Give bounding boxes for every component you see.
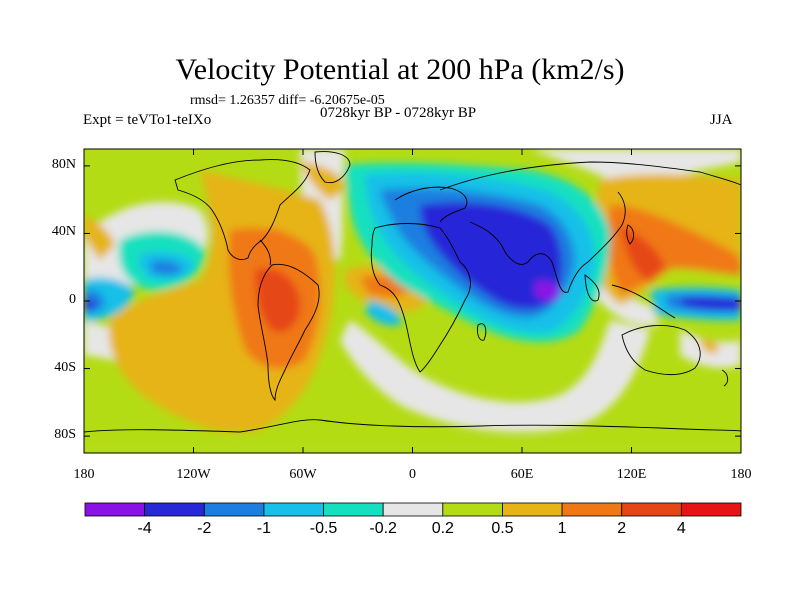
colorbar-label: 0.2 bbox=[431, 520, 454, 537]
x-tick-label: 120W bbox=[176, 467, 211, 482]
y-tick-label: 40N bbox=[51, 224, 76, 240]
colorbar-label: -1 bbox=[256, 520, 272, 537]
axes bbox=[83, 149, 742, 453]
x-tick-label: 60W bbox=[289, 467, 317, 482]
colorbar-label: -0.5 bbox=[309, 520, 338, 537]
colorbar-swatch bbox=[144, 502, 205, 517]
y-tick-label: 80N bbox=[51, 156, 76, 172]
contour-field bbox=[84, 149, 741, 453]
colorbar-swatch bbox=[621, 502, 682, 517]
experiment-label: Expt = teVTo1-teIXo bbox=[83, 112, 212, 128]
colorbar-swatch bbox=[263, 502, 324, 517]
y-tick-label: 80S bbox=[54, 427, 76, 443]
x-tick-label: 120E bbox=[616, 467, 647, 482]
colorbar-label: 2 bbox=[617, 520, 627, 537]
x-tick-label: 0 bbox=[409, 467, 416, 482]
y-tick-label: 0 bbox=[69, 292, 76, 307]
colorbar-label: -2 bbox=[197, 520, 212, 537]
plot-title: Velocity Potential at 200 hPa (km2/s) bbox=[175, 53, 625, 86]
colorbar-label: 1 bbox=[557, 520, 567, 537]
rmsd-diff-stats: rmsd= 1.26357 diff= -6.20675e-05 bbox=[190, 93, 385, 108]
x-tick-label: 60E bbox=[510, 467, 534, 482]
colorbar-swatch bbox=[442, 502, 503, 517]
colorbar-label: -4 bbox=[137, 520, 152, 537]
colorbar-swatch bbox=[84, 502, 146, 517]
colorbar-label: 4 bbox=[676, 520, 686, 537]
x-tick-label: 180 bbox=[73, 467, 95, 482]
y-tick-label: 40S bbox=[54, 359, 76, 375]
colorbar bbox=[84, 502, 742, 517]
period-label: 0728kyr BP - 0728kyr BP bbox=[320, 105, 477, 121]
colorbar-swatch bbox=[561, 502, 623, 517]
colorbar-swatch bbox=[323, 502, 384, 517]
colorbar-swatch bbox=[382, 502, 444, 517]
colorbar-label: 0.5 bbox=[491, 520, 514, 537]
colorbar-label: -0.2 bbox=[369, 520, 397, 537]
coastlines bbox=[84, 151, 741, 433]
x-tick-label: 180 bbox=[730, 467, 752, 482]
season-label: JJA bbox=[710, 112, 733, 128]
colorbar-swatch bbox=[680, 502, 742, 517]
colorbar-swatch bbox=[203, 502, 265, 517]
colorbar-swatch bbox=[502, 502, 563, 517]
